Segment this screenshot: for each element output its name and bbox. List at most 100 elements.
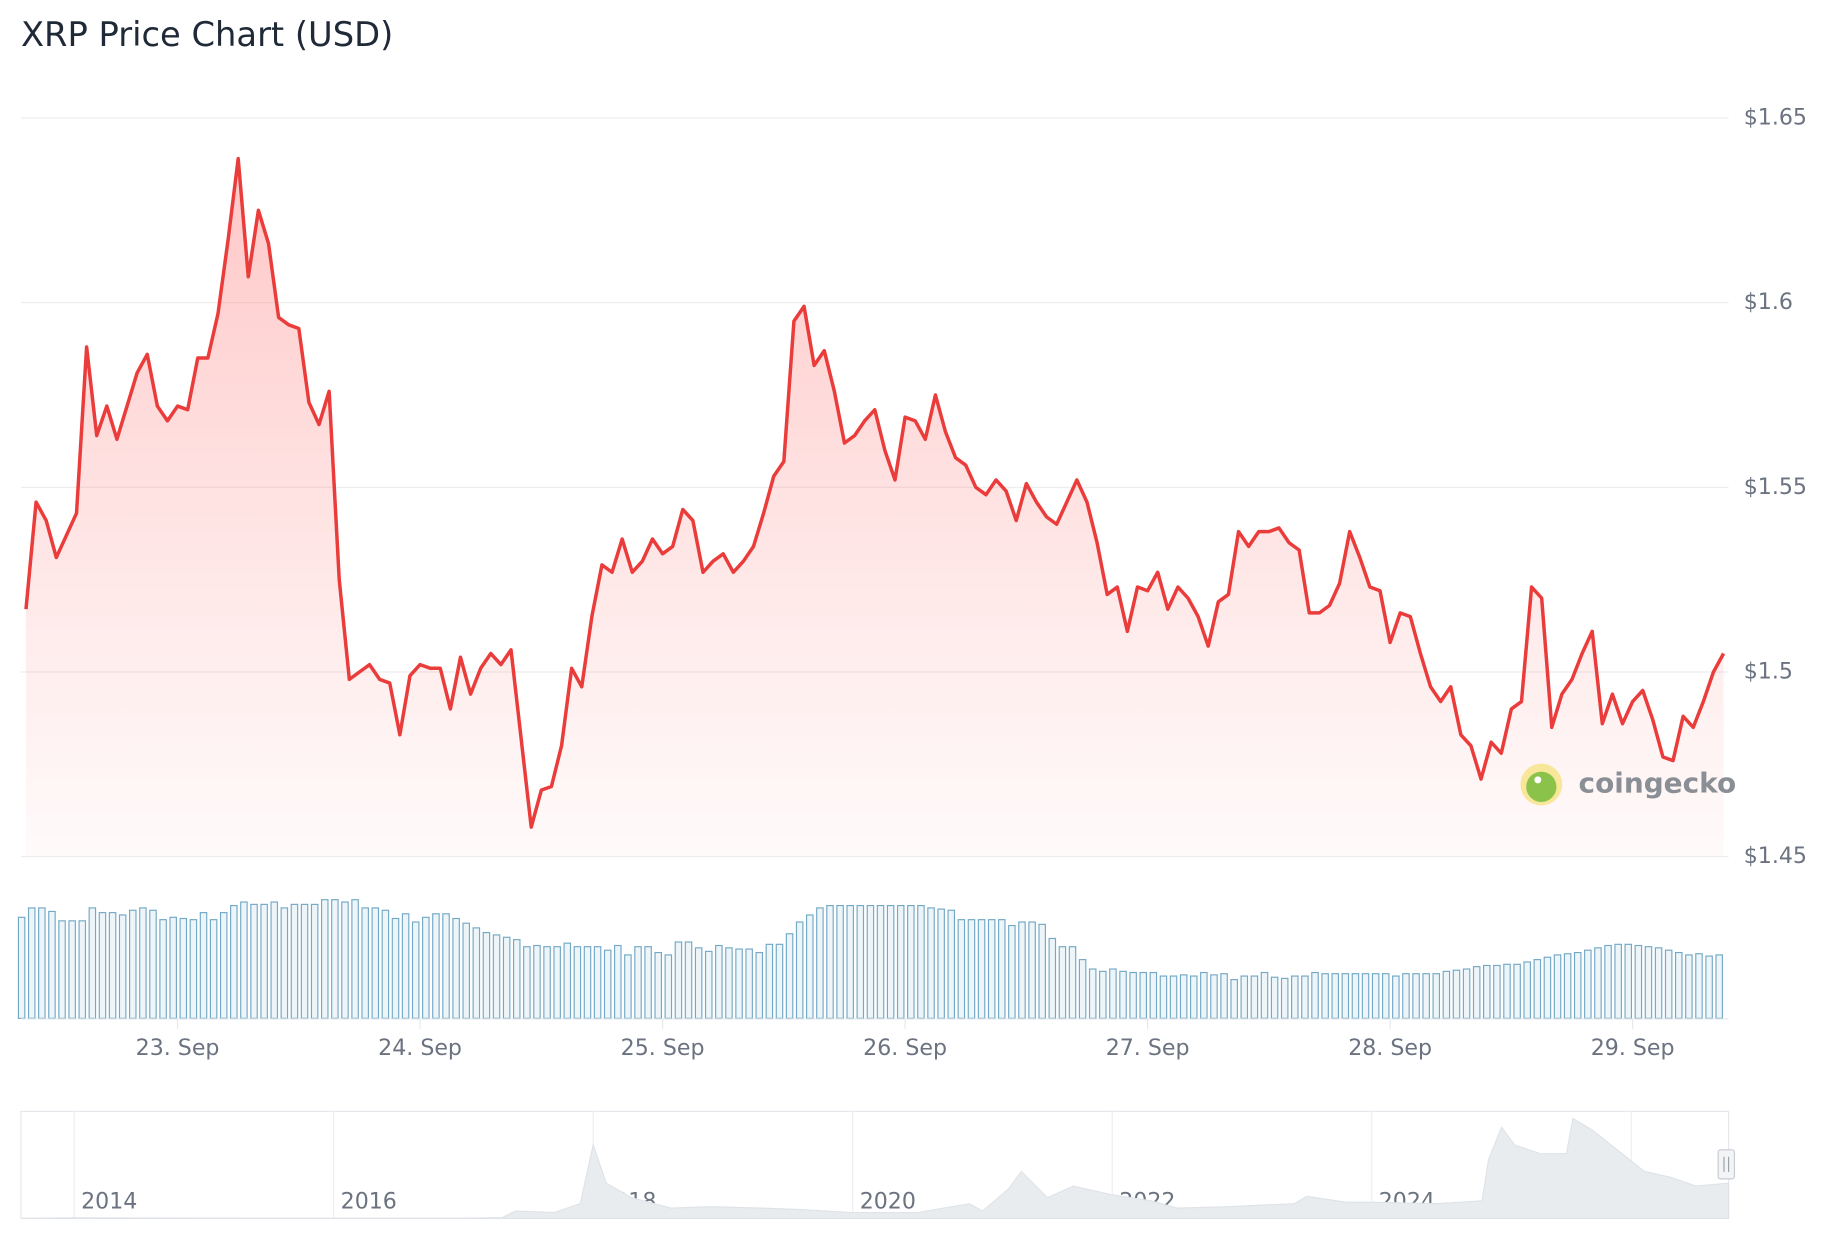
navigator-handle[interactable] [1717,1149,1736,1180]
volume-bar [634,946,642,1019]
x-tick-label: 26. Sep [863,1035,947,1061]
price-line [24,156,1726,829]
volume-bar [1200,971,1208,1019]
volume-bar [1048,937,1057,1019]
volume-bar [300,903,309,1019]
volume-bar [1543,956,1552,1019]
volume-bar [1442,970,1451,1019]
volume-bar [1432,973,1441,1019]
volume-bar [1240,975,1249,1019]
volume-bar [310,903,319,1019]
volume-bar [88,907,97,1019]
x-tick-label: 28. Sep [1348,1035,1432,1061]
volume-bar [1422,973,1430,1019]
volume-bar [1331,973,1340,1019]
x-tick-label: 25. Sep [621,1035,705,1061]
volume-bar [1584,949,1592,1019]
volume-bar [1533,959,1542,1019]
volume-bar [1503,963,1511,1019]
volume-bar [1341,973,1350,1019]
volume-bar [159,919,167,1019]
logo-eye [1534,776,1542,784]
volume-bar [1361,973,1370,1019]
volume-bar [502,936,511,1019]
volume-bar [1210,974,1218,1019]
volume-bar [1614,943,1622,1019]
volume-bar [260,903,268,1019]
volume-bar [523,946,531,1019]
volume-bar [1109,968,1117,1019]
volume-bar [907,904,915,1019]
volume-bar [967,919,976,1019]
volume-bar [553,946,561,1019]
volume-bar [1260,971,1269,1019]
volume-bar [1392,975,1400,1019]
volume-bar [1270,976,1279,1019]
volume-bar [644,946,652,1019]
volume-bar [1291,975,1299,1019]
y-tick-label: $1.6 [1744,289,1793,315]
volume-bar [816,907,824,1019]
volume-bar [1311,971,1319,1019]
volume-bar [896,904,905,1019]
volume-bar [1674,951,1683,1019]
volume-bar [866,904,875,1019]
navigator-tick-label: 2016 [341,1189,397,1215]
volume-bar [1573,951,1582,1019]
volume-bar [331,899,339,1019]
volume-bar [411,921,420,1019]
volume-bar [1280,977,1289,1019]
volume-bar [512,939,521,1019]
volume-bar [725,947,733,1019]
volume-bar [654,951,662,1019]
volume-bar [765,943,774,1019]
volume-bar [1523,961,1531,1019]
volume-bar [179,917,188,1019]
volume-bar [280,907,289,1019]
volume-bar [1553,954,1562,1019]
volume-bar [927,907,935,1019]
navigator-area [21,1117,1730,1220]
volume-bar [1058,946,1067,1019]
volume-bar [1715,954,1723,1019]
volume-bar [1371,973,1380,1019]
volume-bar [806,914,814,1019]
y-tick-label: $1.65 [1744,104,1807,130]
volume-bar [715,944,723,1019]
volume-bar [917,904,925,1019]
volume-bar [240,901,248,1019]
watermark: coingecko [1520,763,1737,806]
price-area [25,158,1724,857]
volume-bar [1028,921,1036,1019]
watermark-text: coingecko [1579,767,1737,800]
volume-bar [452,917,460,1019]
volume-bar [189,919,198,1019]
volume-bar [442,913,450,1019]
volume-bar [371,907,380,1019]
volume-bar [836,904,844,1019]
volume-bar [977,919,986,1019]
volume-bar [624,954,632,1019]
volume-bar [1159,975,1168,1019]
volume-bar [826,904,834,1019]
logo-body [1526,771,1557,802]
volume-bar [1230,978,1238,1019]
volume-bar [139,907,147,1019]
volume-bar [573,946,582,1019]
volume-bar [1513,963,1521,1019]
volume-bar [492,934,501,1019]
volume-bar [48,910,56,1019]
volume-bar [775,943,784,1019]
volume-bar [108,912,117,1019]
volume-bar [846,904,854,1019]
volume-bar [1351,973,1360,1019]
volume-bar [341,901,349,1019]
volume-bar [149,909,157,1019]
volume-bar [795,921,804,1019]
volume-bar [1301,975,1309,1019]
x-tick-label: 29. Sep [1591,1035,1675,1061]
volume-bar [422,916,430,1019]
volume-bar [1068,946,1077,1019]
volume-bar [1169,975,1178,1019]
volume-bar [290,903,299,1019]
